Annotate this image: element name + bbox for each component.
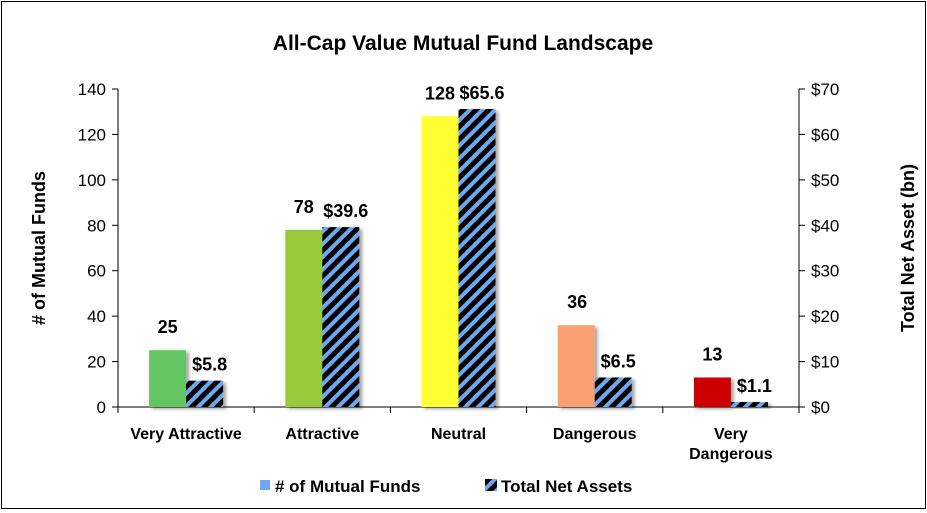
bar-total-net-assets — [186, 380, 224, 407]
legend-swatch-assets — [485, 479, 497, 491]
legend-swatch-funds — [260, 480, 270, 490]
y-axis-title-left: # of Mutual Funds — [29, 171, 49, 325]
data-label-assets: $39.6 — [323, 201, 368, 221]
y-tick-label-left: 40 — [87, 307, 106, 326]
legend-label-assets: Total Net Assets — [501, 477, 632, 496]
bar-mutual-funds — [693, 377, 731, 407]
y-tick-label-right: $70 — [811, 80, 839, 99]
y-tick-label-left: 80 — [87, 216, 106, 235]
legend-label-funds: # of Mutual Funds — [275, 477, 420, 496]
y-tick-label-right: $20 — [811, 307, 839, 326]
y-tick-label-left: 20 — [87, 353, 106, 372]
chart-title: All-Cap Value Mutual Fund Landscape — [273, 32, 653, 55]
y-tick-label-right: $30 — [811, 262, 839, 281]
y-tick-label-left: 120 — [78, 125, 106, 144]
data-label-assets: $1.1 — [737, 376, 772, 396]
y-tick-label-left: 140 — [78, 80, 106, 99]
bar-total-net-assets — [730, 402, 768, 407]
y-tick-label-right: $40 — [811, 216, 839, 235]
y-tick-label-right: $50 — [811, 171, 839, 190]
x-tick-label: Dangerous — [553, 426, 637, 443]
bar-total-net-assets — [322, 227, 360, 407]
y-tick-label-right: $0 — [811, 398, 830, 417]
data-label-funds: 36 — [567, 292, 587, 312]
bar-mutual-funds — [285, 229, 323, 407]
x-tick-label: Dangerous — [689, 446, 773, 463]
data-label-funds: 128 — [425, 83, 455, 103]
data-label-assets: $5.8 — [192, 355, 227, 375]
y-tick-label-left: 100 — [78, 171, 106, 190]
x-tick-label: Attractive — [285, 426, 359, 443]
y-tick-label-left: 60 — [87, 262, 106, 281]
data-label-funds: 25 — [158, 317, 178, 337]
data-label-assets: $65.6 — [459, 83, 504, 103]
bar-mutual-funds — [149, 350, 187, 407]
x-tick-label: Very — [714, 426, 748, 443]
x-tick-label: Very Attractive — [130, 426, 242, 443]
bar-total-net-assets — [458, 108, 496, 407]
bar-total-net-assets — [594, 377, 632, 407]
data-label-funds: 78 — [294, 197, 314, 217]
data-label-funds: 13 — [702, 344, 722, 364]
y-tick-label-right: $60 — [811, 125, 839, 144]
y-tick-label-left: 0 — [97, 398, 106, 417]
y-tick-label-right: $10 — [811, 353, 839, 372]
y-axis-title-right: Total Net Asset (bn) — [898, 164, 918, 332]
x-tick-label: Neutral — [431, 426, 486, 443]
bar-mutual-funds — [557, 325, 595, 407]
data-label-assets: $6.5 — [601, 351, 636, 371]
bar-mutual-funds — [421, 116, 459, 407]
